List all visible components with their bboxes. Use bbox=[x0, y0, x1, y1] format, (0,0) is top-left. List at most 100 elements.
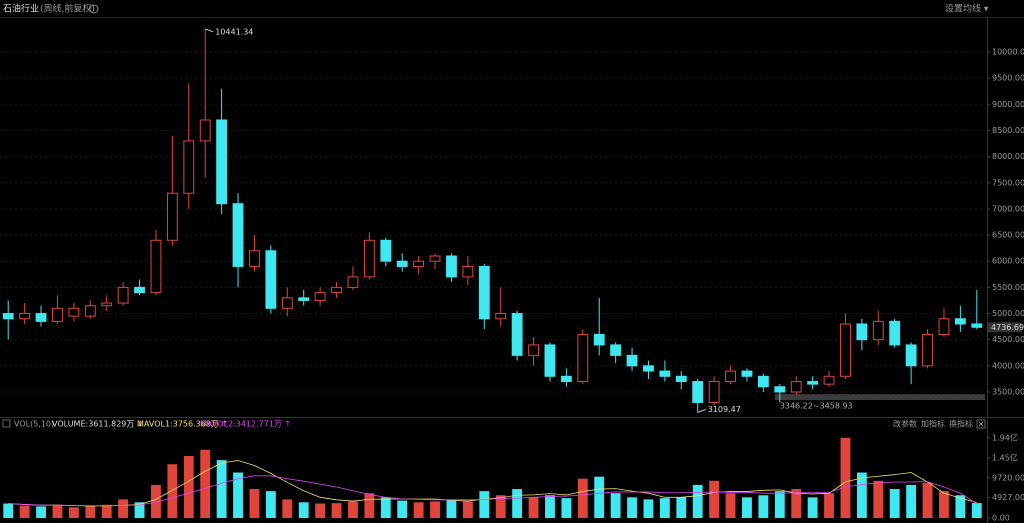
volume-bar bbox=[643, 499, 654, 518]
candle-body bbox=[429, 255, 441, 262]
volume-tick-label: 1.45亿 bbox=[992, 453, 1018, 463]
candle-body bbox=[757, 375, 769, 388]
volume-bar bbox=[85, 505, 96, 518]
candle-body bbox=[183, 140, 195, 194]
candle-body bbox=[478, 265, 490, 320]
volume-bar bbox=[709, 480, 720, 518]
candle-body bbox=[872, 320, 884, 341]
volume-bar bbox=[627, 497, 637, 518]
candle-body bbox=[560, 375, 572, 383]
ma-setting-button[interactable]: 设置均线 ▾ bbox=[945, 3, 989, 15]
volume-bar bbox=[430, 501, 440, 518]
volume-bar bbox=[758, 495, 769, 518]
volume-bar bbox=[151, 484, 161, 518]
candle-body bbox=[610, 344, 622, 356]
y-tick-label: 4000.00 bbox=[992, 361, 1024, 370]
candle-body bbox=[281, 297, 293, 309]
range-band bbox=[774, 394, 985, 401]
candle-body bbox=[199, 119, 211, 142]
title: 石油行业 bbox=[3, 3, 39, 15]
volume-bar bbox=[446, 499, 457, 518]
y-tick-label: 8000.00 bbox=[992, 152, 1024, 161]
volume-bar bbox=[380, 497, 391, 518]
candle-body bbox=[314, 292, 326, 301]
volume-bar bbox=[167, 464, 178, 518]
candle-body bbox=[708, 381, 720, 403]
y-tick-label: 4500.00 bbox=[992, 335, 1024, 344]
pane-icon[interactable] bbox=[2, 419, 11, 428]
candle-body bbox=[675, 375, 687, 383]
candle-body bbox=[807, 381, 819, 385]
volume-bar bbox=[594, 476, 605, 518]
candle-body bbox=[938, 318, 950, 335]
candle-body bbox=[856, 323, 868, 341]
volume-bar bbox=[52, 504, 63, 518]
candle-body bbox=[790, 381, 802, 393]
volume-bar bbox=[692, 484, 703, 518]
y-tick-label: 8500.00 bbox=[992, 126, 1024, 135]
volume-bar bbox=[610, 493, 621, 518]
volume-bar bbox=[200, 449, 211, 518]
candle-body bbox=[19, 313, 31, 320]
candle-body bbox=[954, 318, 966, 325]
volume-bar bbox=[397, 500, 408, 518]
volume-bar bbox=[676, 497, 687, 518]
volume-pane-name: VOL(5,10) bbox=[14, 420, 54, 429]
mavol-line bbox=[8, 475, 978, 506]
volume-bar bbox=[68, 507, 79, 518]
candle-body bbox=[249, 250, 260, 267]
subtitle: (周线,前复权) bbox=[40, 3, 95, 15]
volume-bar bbox=[856, 472, 867, 518]
candle-body bbox=[495, 313, 507, 320]
y-tick-label: 5500.00 bbox=[992, 283, 1024, 292]
candle-body bbox=[134, 286, 145, 294]
volume-bar bbox=[495, 495, 506, 518]
pane-button[interactable]: 换指标 bbox=[949, 419, 973, 429]
candle-body bbox=[298, 297, 310, 301]
y-tick-label: 9500.00 bbox=[992, 74, 1024, 83]
volume-bar bbox=[528, 497, 539, 518]
candle-body bbox=[659, 370, 671, 377]
volume-bar bbox=[922, 482, 933, 518]
volume-bar bbox=[413, 502, 424, 518]
candle-body bbox=[922, 333, 933, 367]
max-marker bbox=[205, 28, 214, 33]
candle-body bbox=[68, 307, 80, 317]
volume-bar bbox=[216, 460, 227, 518]
y-tick-label: 7000.00 bbox=[992, 204, 1024, 213]
candle-body bbox=[774, 386, 786, 393]
volume-bar bbox=[807, 497, 818, 518]
candle-body bbox=[84, 305, 96, 317]
volume-bar bbox=[19, 505, 30, 518]
volume-bar bbox=[840, 437, 851, 518]
close-pane-button[interactable] bbox=[976, 419, 986, 429]
volume-bar bbox=[955, 495, 966, 518]
candle-body bbox=[889, 320, 901, 346]
settings-icon[interactable] bbox=[89, 4, 99, 14]
candle-body bbox=[643, 365, 654, 372]
volume-bar bbox=[479, 491, 490, 518]
pane-button[interactable]: 改参数 bbox=[893, 419, 917, 429]
candle-body bbox=[823, 375, 835, 385]
volume-bar bbox=[971, 503, 982, 518]
candle-body bbox=[971, 323, 983, 328]
volume-bar bbox=[348, 501, 358, 518]
mavol1-value: MAVOL1:3756.368万 ↑ bbox=[137, 420, 228, 429]
candle-body bbox=[265, 250, 277, 309]
volume-bar bbox=[134, 502, 145, 518]
y-tick-label: 6000.00 bbox=[992, 257, 1024, 266]
close-icon bbox=[978, 421, 984, 427]
volume-bar bbox=[659, 498, 670, 518]
y-tick-label: 6500.00 bbox=[992, 231, 1024, 240]
pane-button[interactable]: 加指标 bbox=[921, 419, 945, 429]
candle-body bbox=[544, 344, 556, 377]
volume-bar bbox=[331, 503, 342, 518]
candle-body bbox=[692, 381, 704, 403]
y-tick-label: 9000.00 bbox=[992, 100, 1024, 109]
volume-value: VOLUME:3611.829万 ↓ bbox=[52, 420, 144, 429]
volume-bar bbox=[118, 499, 129, 518]
volume-bar bbox=[462, 501, 473, 518]
volume-bar bbox=[3, 503, 14, 518]
candle-body bbox=[166, 192, 178, 241]
